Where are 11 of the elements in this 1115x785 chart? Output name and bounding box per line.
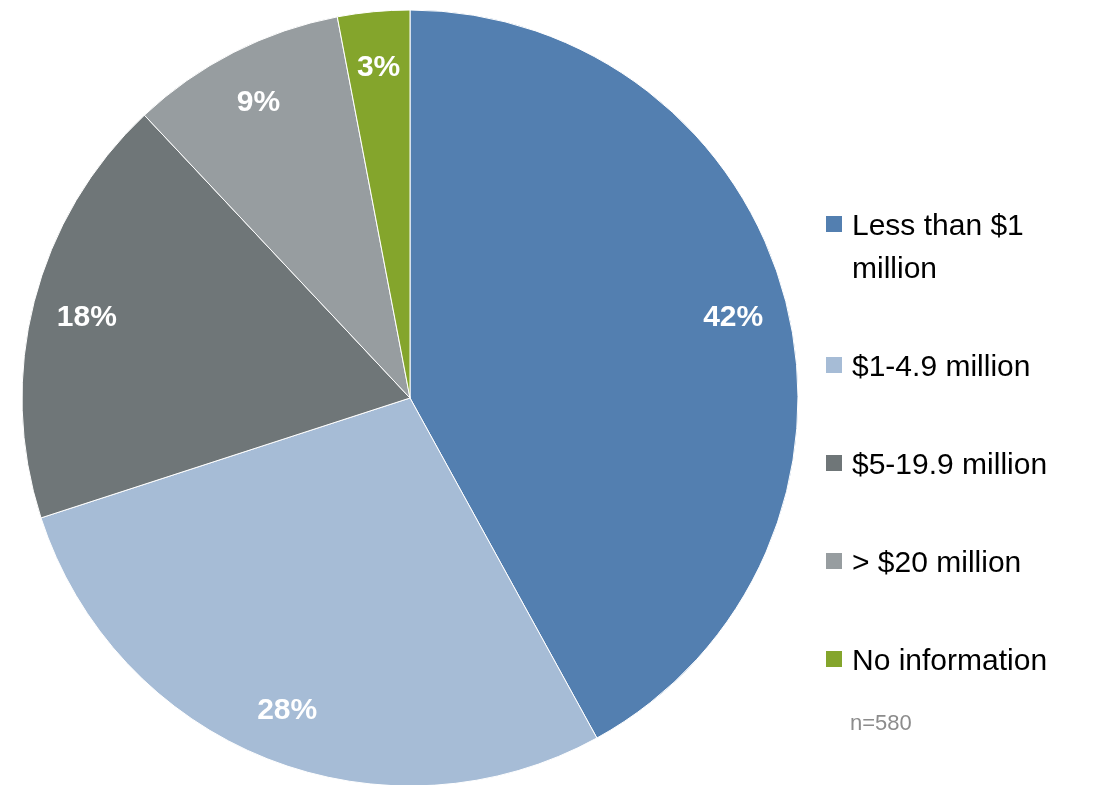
data-label: 28% [257, 691, 318, 725]
text: n=580 [850, 709, 912, 735]
data-label: 18% [56, 298, 117, 332]
legend-label: $5-19.9 million [852, 446, 1048, 480]
legend-label: No information [852, 642, 1048, 676]
data-label: 9% [236, 84, 281, 118]
legend-label: $1-4.9 million [852, 348, 1031, 382]
legend-label: > $20 million [852, 544, 1022, 578]
data-label: 3% [356, 49, 401, 83]
data-label: 42% [703, 298, 764, 332]
legend-label: Less than $1 million [852, 207, 1024, 284]
